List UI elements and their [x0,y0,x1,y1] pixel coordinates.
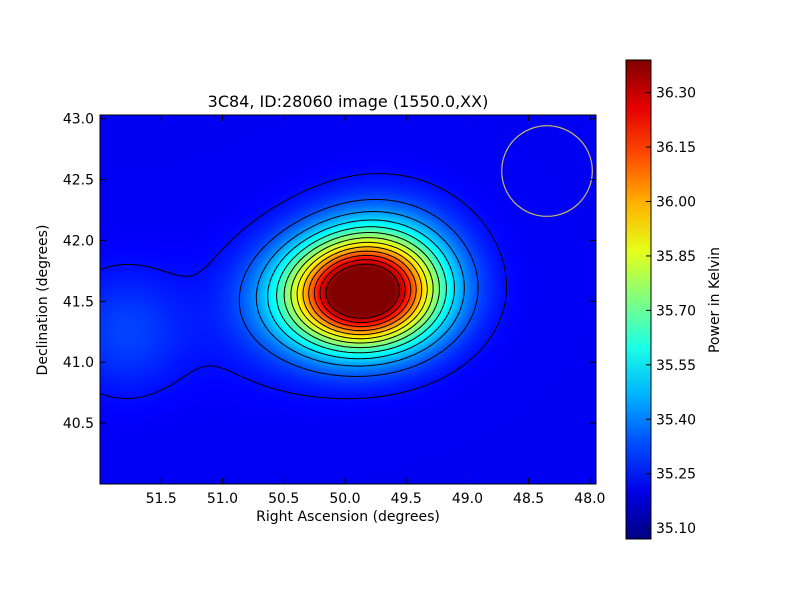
beam-circle [501,125,593,217]
colorbar-tick-label: 35.70 [656,303,696,319]
x-axis-label: Right Ascension (degrees) [256,509,440,525]
colorbar-gradient [626,60,651,539]
y-axis: 40.5 41.0 41.5 42.0 42.5 43.0 [63,112,596,432]
contour-line-7 [296,241,428,340]
contour-line-5 [283,232,440,349]
contour-line-9 [308,250,417,332]
x-tick-label: 51.0 [207,491,238,507]
x-tick-label: 48.0 [574,491,605,507]
y-axis-label: Declination (degrees) [35,225,51,376]
x-tick-label: 49.0 [452,491,483,507]
colorbar-tick-label: 36.30 [656,86,696,102]
colorbar-tick-label: 36.15 [656,140,696,156]
x-tick-label: 49.5 [391,491,422,507]
heatmap-image [100,115,596,484]
plot-frame [99,114,597,485]
contour-line-11 [319,259,406,323]
colorbar-tick-label: 36.00 [656,195,696,211]
contour-line-2 [255,211,465,367]
contour-line-10 [313,254,412,328]
y-tick-label: 40.5 [63,416,94,432]
x-tick-label: 50.5 [268,491,299,507]
contour-lines [100,173,507,400]
contour-line-3 [267,219,455,360]
colorbar-ticks: 35.10 35.25 35.40 35.55 35.70 35.85 36.00 36.15… [646,86,696,537]
contour-line-4 [276,226,447,354]
contour-line-1 [238,198,479,377]
colorbar-tick-label: 35.55 [656,358,696,374]
y-tick-label: 41.5 [63,294,94,310]
colorbar-tick-label: 35.40 [656,412,696,428]
colorbar-frame [625,59,652,540]
colorbar: 35.10 35.25 35.40 35.55 35.70 35.85 36.00 36.15… [625,59,723,540]
x-axis: 51.5 51.0 50.5 50.0 49.5 49.0 48.5 48.0 [146,115,605,507]
contour-line-6 [290,237,434,344]
colorbar-tick-label: 35.25 [656,467,696,483]
colorbar-tick-label: 35.10 [656,521,696,537]
x-tick-label: 50.0 [329,491,360,507]
x-tick-label: 51.5 [146,491,177,507]
contour-line-8 [302,246,423,336]
chart-title: 3C84, ID:28060 image (1550.0,XX) [208,92,489,111]
y-tick-label: 43.0 [63,112,94,128]
colorbar-tick-label: 35.85 [656,249,696,265]
x-tick-label: 48.5 [513,491,544,507]
contour-line-0 [100,173,507,400]
y-tick-label: 42.0 [63,233,94,249]
y-tick-label: 42.5 [63,173,94,189]
colorbar-label: Power in Kelvin [707,247,723,353]
plot-area [99,114,597,485]
contour-line-12 [325,263,400,319]
y-tick-label: 41.0 [63,355,94,371]
